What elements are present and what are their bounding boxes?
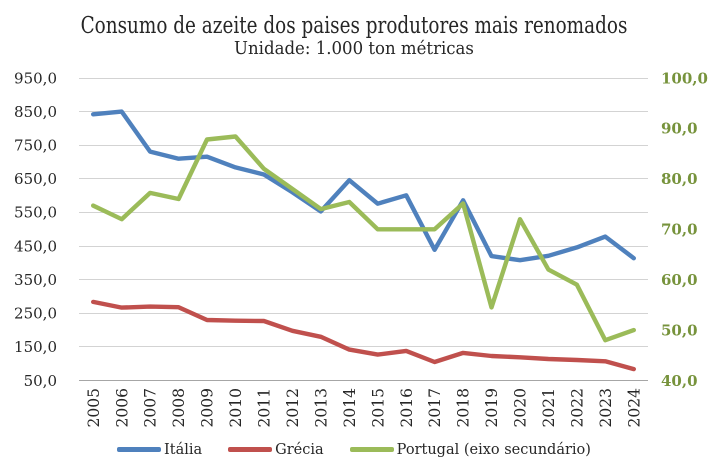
series-line-left [90, 299, 636, 372]
secondary-y-axis-tick-label: 90,0 [661, 120, 698, 138]
x-axis-tick-label: 2023 [597, 388, 615, 427]
legend-line-swatch [117, 447, 162, 452]
x-axis-tick-label: 2005 [85, 388, 103, 427]
secondary-y-axis-tick-label: 100,0 [661, 69, 708, 87]
legend-line-swatch [349, 447, 394, 452]
legend-label: Portugal (eixo secundário) [396, 441, 591, 458]
x-axis-tick-label: 2017 [426, 388, 444, 427]
y-axis-tick-label: 450,0 [14, 237, 57, 255]
y-axis-tick-label: 50,0 [24, 372, 57, 390]
legend-label: Itália [164, 441, 203, 458]
secondary-y-axis-tick-label: 40,0 [661, 372, 698, 390]
x-axis-tick-label: 2024 [625, 388, 643, 428]
secondary-y-axis-tick-label: 70,0 [661, 221, 698, 239]
x-axis-tick-label: 2018 [455, 388, 473, 427]
legend-item: Grécia [228, 442, 324, 458]
legend-item: Portugal (eixo secundário) [349, 441, 591, 458]
x-axis-tick-label: 2014 [341, 388, 359, 428]
y-axis-tick-label: 950,0 [14, 69, 57, 87]
x-axis-tick-label: 2008 [170, 388, 188, 427]
series-line-left [90, 109, 636, 263]
x-axis-tick-label: 2022 [568, 388, 586, 427]
y-axis-tick-label: 150,0 [14, 338, 57, 356]
y-axis-tick-label: 850,0 [14, 103, 57, 121]
y-axis-tick-label: 750,0 [14, 136, 57, 154]
secondary-y-axis-tick-label: 60,0 [661, 271, 698, 289]
y-axis-tick-label: 650,0 [14, 170, 57, 188]
series-line-right [90, 134, 636, 343]
legend-item: Itália [117, 442, 202, 458]
x-axis-tick-label: 2016 [398, 388, 416, 427]
x-axis-tick-label: 2013 [312, 388, 330, 427]
x-axis-tick-label: 2011 [256, 388, 274, 427]
y-axis-tick-label: 250,0 [14, 305, 57, 323]
y-axis-tick-label: 550,0 [14, 204, 57, 222]
x-axis-tick-label: 2012 [284, 388, 302, 427]
secondary-y-axis-tick-label: 50,0 [661, 321, 698, 339]
x-axis-tick-label: 2009 [199, 388, 217, 427]
x-axis-tick-label: 2015 [369, 388, 387, 427]
secondary-y-axis-tick-label: 80,0 [661, 170, 698, 188]
x-axis-tick-label: 2019 [483, 388, 501, 427]
legend-line-swatch [228, 447, 273, 452]
x-axis-tick-label: 2006 [113, 388, 131, 427]
x-axis-tick-label: 2020 [512, 388, 530, 427]
chart-subtitle: Unidade: 1.000 ton métricas [234, 38, 474, 59]
y-axis-tick-label: 350,0 [14, 271, 57, 289]
chart-title: Consumo de azeite dos paises produtores … [80, 13, 628, 39]
legend: Itália Grécia Portugal (eixo secundário) [0, 440, 708, 459]
legend-label: Grécia [275, 441, 324, 458]
x-axis-tick-label: 2007 [142, 388, 160, 427]
x-axis-tick-label: 2021 [540, 388, 558, 427]
x-axis-tick-label: 2010 [227, 388, 245, 427]
